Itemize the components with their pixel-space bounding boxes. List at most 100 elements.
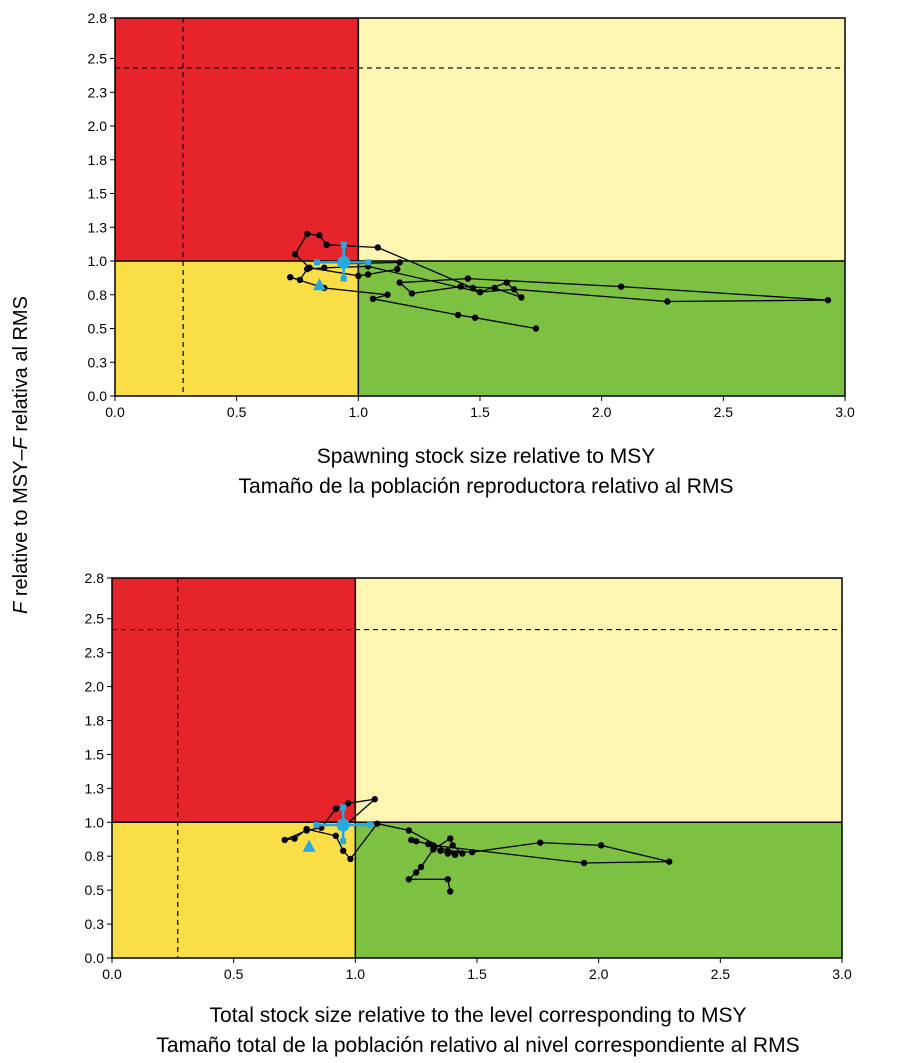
trajectory-point (306, 265, 312, 271)
trajectory-point (437, 848, 443, 854)
y-tick-label: 1.8 (88, 152, 108, 168)
y-tick-label: 2.3 (88, 84, 108, 100)
trajectory-point (374, 820, 380, 826)
y-tick-label: 0.0 (88, 388, 108, 404)
current-ci-end (314, 259, 320, 265)
trajectory-point (406, 876, 412, 882)
trajectory-point (470, 285, 476, 291)
current-ci-end (341, 242, 347, 248)
y-tick-label: 1.3 (88, 219, 108, 235)
trajectory-point (303, 827, 309, 833)
y-tick-label: 0.5 (88, 321, 108, 337)
trajectory-point (664, 298, 670, 304)
quadrant-overfishing (358, 18, 845, 261)
x-tick-label: 2.5 (714, 404, 734, 420)
trajectory-point (340, 848, 346, 854)
current-ci-end (367, 822, 373, 828)
trajectory-point (825, 297, 831, 303)
quadrant-overfished (112, 822, 355, 958)
y-tick-label: 2.8 (85, 570, 105, 586)
y-tick-label: 0.8 (88, 287, 108, 303)
x-tick-label: 2.0 (592, 404, 612, 420)
y-tick-label: 1.8 (85, 713, 105, 729)
trajectory-point (409, 290, 415, 296)
trajectory-point (518, 294, 524, 300)
x-tick-label: 1.0 (349, 404, 369, 420)
trajectory-point (533, 325, 539, 331)
trajectory-point (355, 273, 361, 279)
trajectory-point (666, 858, 672, 864)
trajectory-point (469, 849, 475, 855)
y-tick-label: 1.0 (88, 253, 108, 269)
trajectory-point (333, 833, 339, 839)
y-tick-label: 2.3 (85, 645, 105, 661)
trajectory-point (282, 837, 288, 843)
trajectory-point (491, 285, 497, 291)
x-ticks: 0.0 0.5 1.0 1.5 2.0 2.5 3.0 (105, 396, 855, 420)
trajectory-point (472, 315, 478, 321)
current-ci-end (365, 259, 371, 265)
trajectory-point (375, 244, 381, 250)
x-axis-label-es: Tamaño total de la población relativo al… (156, 1034, 799, 1057)
x-tick-label: 3.0 (835, 404, 855, 420)
y-ticks: 0.0 0.3 0.5 0.8 1.0 1.3 1.5 1.8 2.0 2.3 2.5 2.8 (85, 570, 112, 966)
y-axis-label: F relative to MSY–F relativa al RMS (10, 296, 32, 614)
x-tick-label: 2.0 (589, 966, 609, 982)
trajectory-point (581, 860, 587, 866)
trajectory-point (347, 856, 353, 862)
y-tick-label: 2.8 (88, 10, 108, 26)
trajectory-point (537, 839, 543, 845)
y-tick-label: 1.5 (88, 186, 108, 202)
trajectory-point (618, 283, 624, 289)
trajectory-point (447, 888, 453, 894)
x-ticks: 0.0 0.5 1.0 1.5 2.0 2.5 3.0 (102, 958, 852, 982)
trajectory-point (465, 275, 471, 281)
trajectory-point (394, 266, 400, 272)
y-tick-label: 1.5 (85, 746, 105, 762)
x-axis-label-es: Tamaño de la población reproductora rela… (239, 475, 734, 498)
trajectory-point (598, 842, 604, 848)
trajectory-point (384, 292, 390, 298)
current-ci-end (313, 822, 319, 828)
trajectory-point (316, 232, 322, 238)
current-ci-end (341, 276, 347, 282)
y-tick-label: 0.3 (85, 916, 105, 932)
x-tick-label: 0.0 (105, 404, 125, 420)
trajectory-point (324, 242, 330, 248)
trajectory-point (365, 271, 371, 277)
y-tick-label: 2.5 (88, 51, 108, 67)
x-axis-label-en: Spawning stock size relative to MSY (317, 445, 655, 468)
trajectory-point (425, 841, 431, 847)
quadrant-overfished-overfishing (115, 18, 358, 261)
x-tick-label: 0.0 (102, 966, 122, 982)
trajectory-point (418, 864, 424, 870)
quadrant-overfished-overfishing (112, 578, 355, 822)
y-tick-label: 2.5 (85, 611, 105, 627)
current-status-point (337, 256, 350, 269)
trajectory-point (504, 279, 510, 285)
current-status-point (337, 819, 350, 832)
quadrant-overfished (115, 261, 358, 396)
trajectory-point (445, 850, 451, 856)
trajectory-point (413, 869, 419, 875)
trajectory-point (292, 251, 298, 257)
y-tick-label: 0.8 (85, 848, 105, 864)
y-tick-label: 0.0 (85, 950, 105, 966)
trajectory-point (511, 286, 517, 292)
trajectory-point (452, 852, 458, 858)
y-ticks: 0.0 0.3 0.5 0.8 1.0 1.3 1.5 1.8 2.0 2.3 2.5 2.8 (88, 10, 115, 404)
trajectory-point (397, 279, 403, 285)
y-tick-label: 1.0 (85, 814, 105, 830)
trajectory-point (457, 283, 463, 289)
trajectory-point (397, 259, 403, 265)
x-tick-label: 2.5 (711, 966, 731, 982)
y-tick-label: 0.3 (88, 354, 108, 370)
spawning-stock-panel: 0.0 0.5 1.0 1.5 2.0 2.5 3.0 0.0 0.3 0.5 0.8 1.0 1.3… (88, 10, 855, 498)
trajectory-point (445, 876, 451, 882)
total-stock-panel: 0.0 0.5 1.0 1.5 2.0 2.5 3.0 0.0 0.3 0.5 0.8 1.0 1.3… (85, 570, 852, 1057)
y-tick-label: 0.5 (85, 882, 105, 898)
trajectory-point (449, 842, 455, 848)
trajectory-point (413, 838, 419, 844)
quadrant-overfishing (355, 578, 842, 822)
